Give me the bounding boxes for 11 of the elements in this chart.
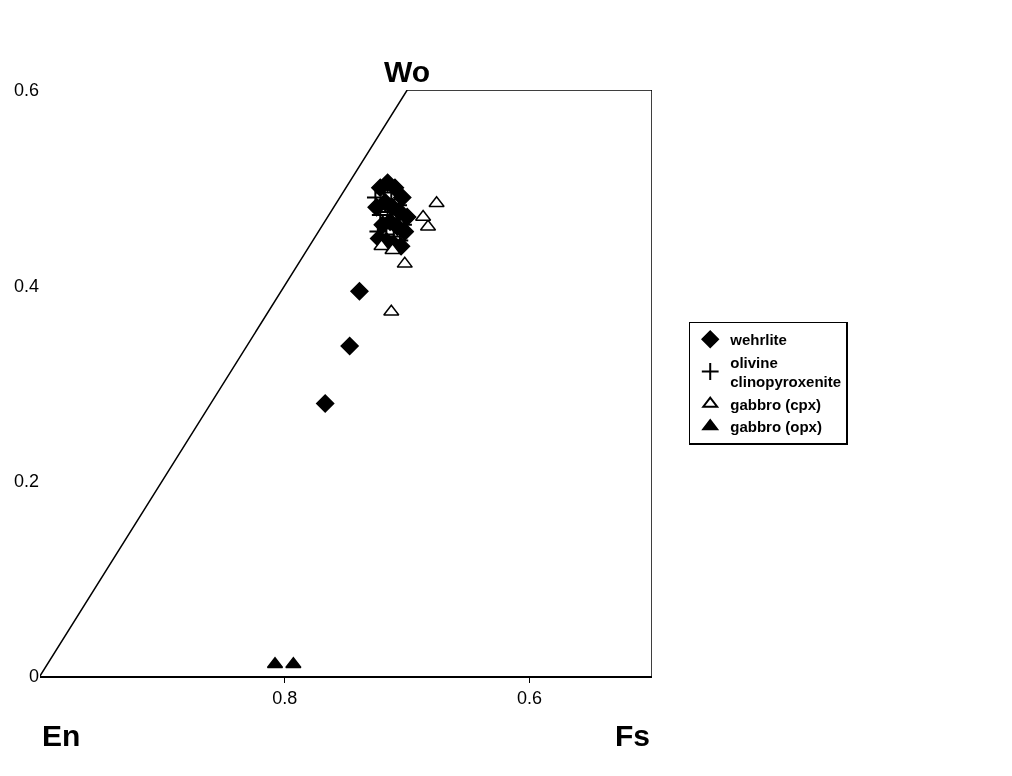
y-tick-label: 0.4 [13,275,39,296]
y-tick-label: 0 [28,666,39,687]
text: Fs [615,719,651,752]
y-tick-label: 0.2 [13,470,39,491]
legend-label: gabbro (opx) [730,418,822,436]
text: En [42,719,81,752]
x-tick-label: 0.8 [272,688,298,709]
legend-label: gabbro (cpx) [730,395,822,413]
y-tick-label: 0.6 [13,80,39,101]
y-axis-title: Wo [384,55,431,88]
legend-label: wehrlite [729,331,787,349]
